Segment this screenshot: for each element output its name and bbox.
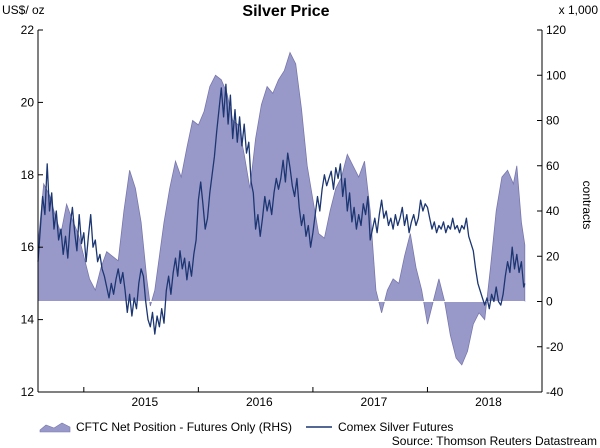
legend-area-swatch	[39, 422, 71, 433]
legend-label-cftc: CFTC Net Position - Futures Only (RHS)	[76, 420, 292, 434]
right-tick-label: 120	[546, 23, 566, 37]
right-tick-label: -40	[546, 385, 564, 399]
comex-silver-futures-line	[37, 83, 526, 335]
left-tick-label: 14	[21, 313, 35, 327]
x-tick-label: 2017	[361, 395, 388, 409]
cftc-net-position-area	[37, 51, 526, 366]
left-tick-label: 20	[21, 95, 35, 109]
left-axis-unit: US$/ oz	[2, 3, 45, 17]
right-axis-side-label: contracts	[580, 181, 594, 230]
right-tick-label: 80	[546, 114, 560, 128]
x-tick-label: 2018	[475, 395, 502, 409]
right-tick-label: 60	[546, 159, 560, 173]
right-tick-label: 40	[546, 204, 560, 218]
right-tick-label: -20	[546, 340, 564, 354]
right-tick-label: 0	[546, 295, 553, 309]
right-axis-unit: x 1,000	[559, 3, 599, 17]
legend-label-comex: Comex Silver Futures	[338, 420, 453, 434]
right-tick-label: 100	[546, 68, 566, 82]
left-tick-label: 12	[21, 385, 35, 399]
left-tick-label: 18	[21, 168, 35, 182]
plot-area	[37, 51, 526, 366]
x-tick-label: 2015	[131, 395, 158, 409]
right-tick-label: 20	[546, 249, 560, 263]
x-tick-label: 2016	[246, 395, 273, 409]
chart-title: Silver Price	[242, 3, 329, 20]
source-note: Source: Thomson Reuters Datastream	[392, 434, 597, 448]
left-tick-label: 22	[21, 23, 35, 37]
legend: CFTC Net Position - Futures Only (RHS) C…	[39, 420, 453, 434]
left-tick-label: 16	[21, 240, 35, 254]
